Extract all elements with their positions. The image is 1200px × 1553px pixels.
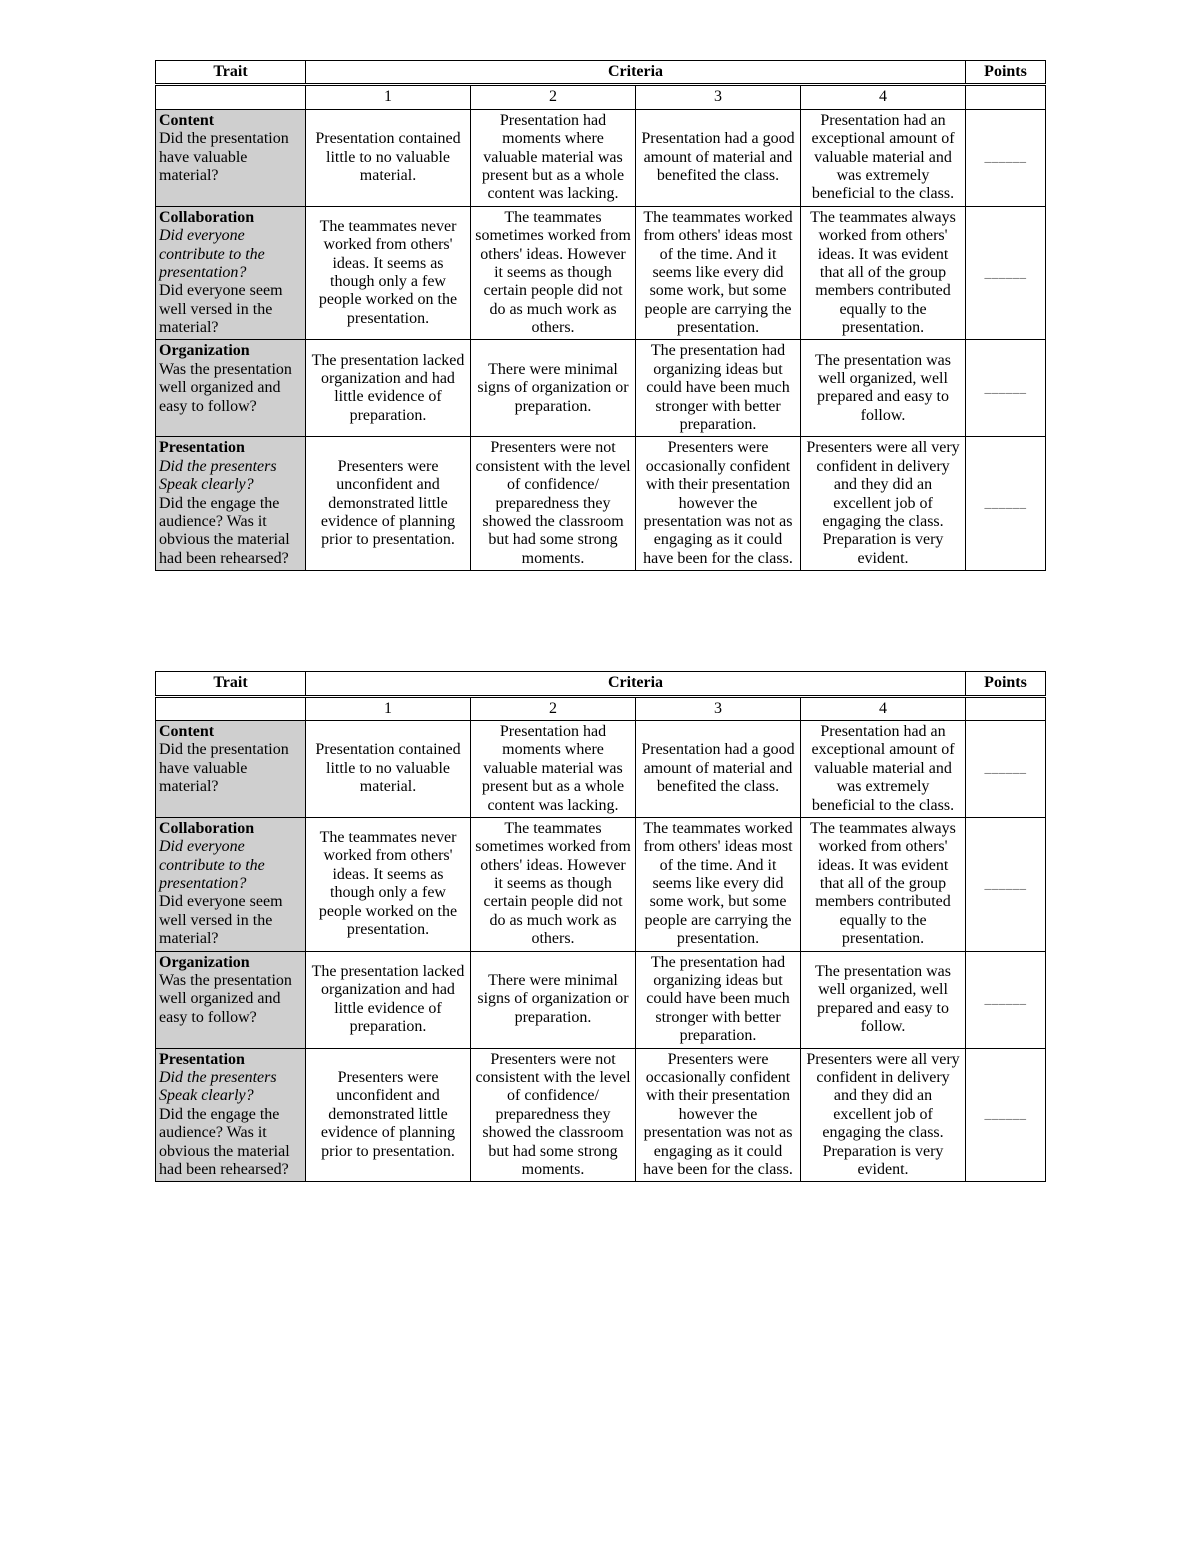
- criteria-cell-1: The teammates never worked from others' …: [306, 206, 471, 340]
- trait-cell: Organization Was the presentation well or…: [156, 340, 306, 437]
- criteria-cell-2: Presenters were not consistent with the …: [471, 1048, 636, 1182]
- level-number: 3: [636, 85, 801, 109]
- criteria-cell-1: The teammates never worked from others' …: [306, 817, 471, 951]
- trait-question-italic: Did everyone contribute to the presentat…: [159, 838, 265, 892]
- criteria-cell-4: Presenters were all very confident in de…: [801, 437, 966, 571]
- points-cell: ______: [966, 437, 1046, 571]
- trait-question: Did the presentation have valuable mater…: [159, 130, 289, 184]
- criteria-cell-2: There were minimal signs of organization…: [471, 951, 636, 1048]
- criteria-cell-2: The teammates sometimes worked from othe…: [471, 817, 636, 951]
- criteria-cell-2: Presentation had moments where valuable …: [471, 720, 636, 817]
- level-number: 3: [636, 696, 801, 720]
- trait-title: Organization: [159, 342, 250, 359]
- table-row: ContentDid the presentation have valuabl…: [156, 109, 1046, 206]
- points-cell: ______: [966, 1048, 1046, 1182]
- criteria-cell-4: The teammates always worked from others'…: [801, 817, 966, 951]
- rubric-table: TraitCriteriaPoints1234ContentDid the pr…: [155, 60, 1046, 571]
- criteria-cell-4: The presentation was well organized, wel…: [801, 951, 966, 1048]
- level-number: 4: [801, 85, 966, 109]
- trait-question: Was the presentation well organized and …: [159, 972, 292, 1026]
- criteria-cell-3: Presenters were occasionally confident w…: [636, 1048, 801, 1182]
- level-number: 4: [801, 696, 966, 720]
- criteria-cell-4: The teammates always worked from others'…: [801, 206, 966, 340]
- trait-question-italic: Did everyone contribute to the presentat…: [159, 227, 265, 281]
- criteria-cell-1: The presentation lacked organization and…: [306, 340, 471, 437]
- trait-question: Did everyone seem well versed in the mat…: [159, 282, 283, 336]
- page: TraitCriteriaPoints1234ContentDid the pr…: [0, 0, 1200, 611]
- criteria-cell-4: Presentation had an exceptional amount o…: [801, 109, 966, 206]
- trait-title: Collaboration: [159, 209, 254, 226]
- points-cell: ______: [966, 206, 1046, 340]
- trait-question: Was the presentation well organized and …: [159, 361, 292, 415]
- criteria-cell-3: The presentation had organizing ideas bu…: [636, 951, 801, 1048]
- rubric-table: TraitCriteriaPoints1234ContentDid the pr…: [155, 671, 1046, 1182]
- trait-cell: ContentDid the presentation have valuabl…: [156, 109, 306, 206]
- table-row: Organization Was the presentation well or…: [156, 340, 1046, 437]
- table-row: Presentation Did the presenters Speak cle…: [156, 437, 1046, 571]
- trait-question-italic: Did the presenters Speak clearly?: [159, 458, 277, 493]
- criteria-cell-1: The presentation lacked organization and…: [306, 951, 471, 1048]
- trait-question: Did the engage the audience? Was it obvi…: [159, 1106, 290, 1178]
- col-header-criteria: Criteria: [306, 672, 966, 696]
- trait-title: Organization: [159, 954, 250, 971]
- trait-question-italic: Did the presenters Speak clearly?: [159, 1069, 277, 1104]
- points-cell: ______: [966, 720, 1046, 817]
- trait-title: Presentation: [159, 439, 245, 456]
- trait-question: Did everyone seem well versed in the mat…: [159, 893, 283, 947]
- criteria-cell-4: Presentation had an exceptional amount o…: [801, 720, 966, 817]
- col-header-trait: Trait: [156, 61, 306, 85]
- criteria-cell-2: There were minimal signs of organization…: [471, 340, 636, 437]
- col-header-points: Points: [966, 61, 1046, 85]
- points-cell: ______: [966, 340, 1046, 437]
- trait-cell: CollaborationDid everyone contribute to …: [156, 206, 306, 340]
- criteria-cell-4: The presentation was well organized, wel…: [801, 340, 966, 437]
- criteria-cell-3: The presentation had organizing ideas bu…: [636, 340, 801, 437]
- criteria-cell-3: The teammates worked from others' ideas …: [636, 817, 801, 951]
- col-header-criteria: Criteria: [306, 61, 966, 85]
- points-cell: ______: [966, 817, 1046, 951]
- criteria-cell-1: Presenters were unconfident and demonstr…: [306, 1048, 471, 1182]
- trait-title: Collaboration: [159, 820, 254, 837]
- table-row: PresentationDid the presenters Speak cle…: [156, 1048, 1046, 1182]
- points-cell: ______: [966, 109, 1046, 206]
- trait-title: Presentation: [159, 1051, 245, 1068]
- page: TraitCriteriaPoints1234ContentDid the pr…: [0, 611, 1200, 1222]
- trait-cell: PresentationDid the presenters Speak cle…: [156, 1048, 306, 1182]
- criteria-cell-2: The teammates sometimes worked from othe…: [471, 206, 636, 340]
- level-number-row: 1234: [156, 696, 1046, 720]
- level-number: 1: [306, 85, 471, 109]
- table-row: CollaborationDid everyone contribute to …: [156, 817, 1046, 951]
- criteria-cell-3: Presenters were occasionally confident w…: [636, 437, 801, 571]
- criteria-cell-1: Presentation contained little to no valu…: [306, 109, 471, 206]
- trait-title: Content: [159, 112, 214, 129]
- trait-title: Content: [159, 723, 214, 740]
- criteria-cell-3: The teammates worked from others' ideas …: [636, 206, 801, 340]
- trait-question: Did the presentation have valuable mater…: [159, 741, 289, 795]
- criteria-cell-3: Presentation had a good amount of materi…: [636, 720, 801, 817]
- table-row: CollaborationDid everyone contribute to …: [156, 206, 1046, 340]
- trait-cell: ContentDid the presentation have valuabl…: [156, 720, 306, 817]
- level-number: 2: [471, 85, 636, 109]
- col-header-trait: Trait: [156, 672, 306, 696]
- trait-cell: OrganizationWas the presentation well or…: [156, 951, 306, 1048]
- criteria-cell-2: Presentation had moments where valuable …: [471, 109, 636, 206]
- trait-cell: Presentation Did the presenters Speak cle…: [156, 437, 306, 571]
- table-row: ContentDid the presentation have valuabl…: [156, 720, 1046, 817]
- criteria-cell-1: Presentation contained little to no valu…: [306, 720, 471, 817]
- level-number: 2: [471, 696, 636, 720]
- criteria-cell-4: Presenters were all very confident in de…: [801, 1048, 966, 1182]
- points-cell: ______: [966, 951, 1046, 1048]
- criteria-cell-3: Presentation had a good amount of materi…: [636, 109, 801, 206]
- trait-cell: CollaborationDid everyone contribute to …: [156, 817, 306, 951]
- criteria-cell-2: Presenters were not consistent with the …: [471, 437, 636, 571]
- trait-question: Did the engage the audience? Was it obvi…: [159, 495, 290, 567]
- level-number-row: 1234: [156, 85, 1046, 109]
- table-row: OrganizationWas the presentation well or…: [156, 951, 1046, 1048]
- col-header-points: Points: [966, 672, 1046, 696]
- criteria-cell-1: Presenters were unconfident and demonstr…: [306, 437, 471, 571]
- level-number: 1: [306, 696, 471, 720]
